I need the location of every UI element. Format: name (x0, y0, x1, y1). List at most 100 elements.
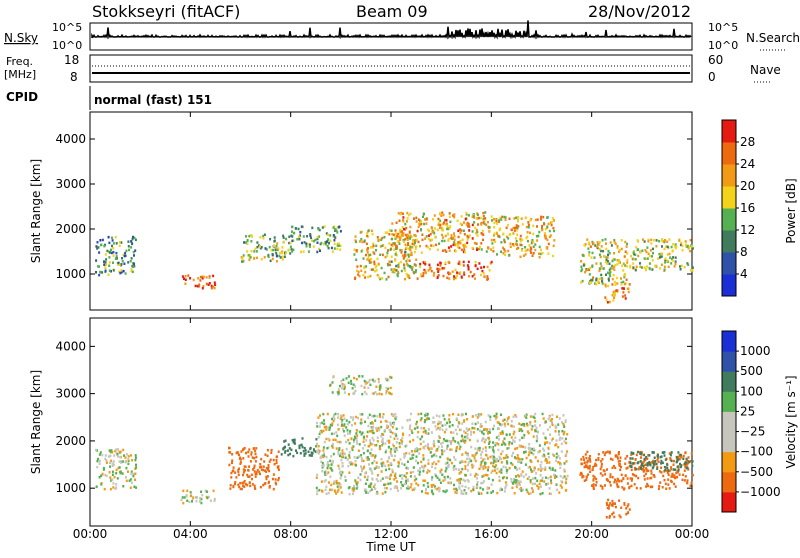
data-cell (635, 265, 638, 268)
data-cell (349, 430, 352, 433)
data-cell (112, 250, 115, 254)
data-cell (371, 232, 374, 236)
data-cell (322, 412, 325, 416)
freq-panel (89, 54, 693, 83)
data-cell (591, 251, 594, 255)
data-cell (111, 451, 114, 454)
data-cell (190, 494, 193, 497)
colorbar-segment (722, 491, 736, 513)
data-cell (507, 249, 510, 253)
data-cell (500, 468, 503, 471)
data-cell (260, 258, 263, 261)
data-cell (588, 268, 591, 272)
data-cell (195, 500, 198, 503)
data-cell (104, 261, 107, 264)
data-cell (582, 262, 585, 266)
data-cell (231, 453, 234, 456)
data-cell (329, 423, 332, 427)
data-cell (353, 456, 356, 459)
data-cell (111, 464, 114, 468)
data-cell (346, 429, 349, 432)
data-cell (668, 452, 671, 455)
data-cell (379, 384, 382, 387)
data-cell (231, 461, 233, 465)
data-cell (525, 473, 528, 476)
data-cell (517, 474, 520, 477)
data-cell (322, 446, 325, 449)
data-cell (651, 451, 654, 454)
data-cell (352, 418, 355, 422)
data-cell (246, 239, 249, 242)
data-cell (415, 422, 418, 426)
data-cell (360, 467, 363, 471)
data-cell (238, 467, 240, 470)
data-cell (124, 272, 127, 275)
data-cell (382, 441, 384, 444)
data-cell (640, 456, 642, 459)
data-cell (355, 249, 358, 252)
data-cell (186, 499, 189, 502)
data-cell (127, 455, 130, 458)
data-cell (450, 234, 453, 237)
data-cell (436, 476, 439, 480)
data-cell (347, 375, 350, 378)
data-cell (103, 263, 106, 266)
data-cell (481, 269, 484, 273)
data-cell (410, 235, 413, 239)
data-cell (411, 450, 413, 453)
data-cell (560, 450, 563, 453)
data-cell (614, 454, 617, 457)
data-cell (344, 385, 346, 389)
data-cell (348, 442, 351, 445)
data-cell (620, 506, 623, 509)
data-cell (456, 432, 458, 436)
data-cell (520, 489, 523, 492)
data-cell (472, 464, 475, 468)
data-cell (238, 453, 240, 457)
data-cell (314, 238, 317, 242)
data-cell (356, 434, 359, 437)
data-cell (439, 223, 442, 227)
data-cell (122, 253, 125, 257)
data-cell (422, 469, 425, 473)
data-cell (448, 272, 451, 275)
data-cell (409, 475, 412, 478)
data-cell (459, 271, 462, 274)
data-cell (367, 275, 370, 279)
data-cell (491, 469, 494, 473)
data-cell (323, 426, 326, 429)
data-cell (327, 233, 330, 237)
data-cell (608, 300, 611, 304)
data-cell (516, 227, 519, 230)
data-cell (197, 277, 200, 280)
data-cell (684, 464, 687, 467)
data-cell (475, 477, 478, 480)
data-cell (482, 488, 484, 491)
data-cell (403, 264, 406, 267)
data-cell (391, 237, 393, 241)
data-cell (494, 442, 497, 445)
data-cell (431, 490, 434, 494)
data-cell (389, 487, 392, 491)
data-cell (393, 242, 396, 245)
data-cell (208, 276, 211, 279)
data-cell (462, 250, 465, 254)
data-cell (384, 231, 387, 234)
data-cell (259, 466, 262, 469)
data-cell (515, 483, 518, 486)
data-cell (298, 446, 301, 450)
data-cell (632, 266, 635, 269)
data-cell (118, 241, 121, 244)
data-cell (364, 472, 367, 475)
data-cell (549, 425, 552, 429)
data-cell (476, 230, 479, 234)
data-cell (327, 471, 330, 474)
data-cell (493, 221, 496, 225)
data-cell (318, 235, 321, 238)
data-cell (340, 474, 343, 477)
data-cell (124, 460, 127, 464)
data-cell (273, 244, 275, 247)
data-cell (401, 440, 404, 443)
data-cell (425, 222, 428, 225)
data-cell (615, 480, 618, 483)
